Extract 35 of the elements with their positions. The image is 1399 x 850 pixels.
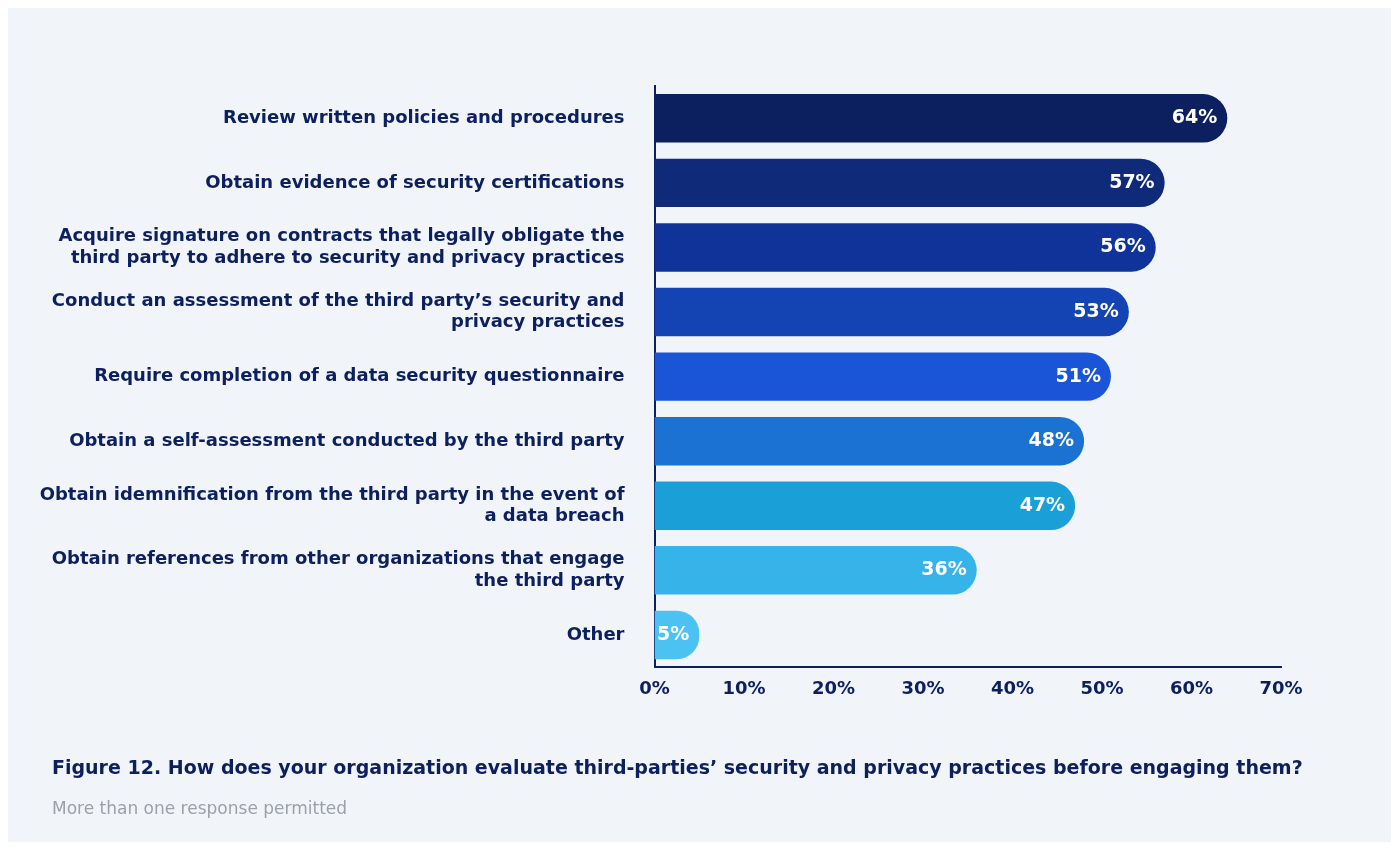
bar xyxy=(654,352,1111,401)
x-tick-label: 10% xyxy=(722,676,766,698)
x-tick-label: 60% xyxy=(1169,676,1214,698)
y-tick-label: Obtain references from other organizations that engage the third party xyxy=(51,547,625,590)
data-label: 5% xyxy=(656,621,690,644)
data-label: 48% xyxy=(1028,428,1075,451)
bar xyxy=(654,223,1156,272)
y-tick-label: Require completion of a data security questionnaire xyxy=(94,364,625,386)
y-tick-label: Obtain evidence of security certifications xyxy=(205,170,625,192)
bar xyxy=(654,481,1076,530)
data-label: 36% xyxy=(921,557,967,580)
x-tick-label: 70% xyxy=(1259,676,1303,698)
bar xyxy=(654,287,1129,337)
data-label: 56% xyxy=(1100,234,1146,257)
y-tick-label: Acquire signature on contracts that legally obligate the third party to adhere to security and privacy practices xyxy=(58,224,625,267)
bar xyxy=(654,416,1085,466)
text: More than one response permitted xyxy=(52,798,348,818)
x-tick-label: 40% xyxy=(990,676,1035,698)
data-label: 51% xyxy=(1055,363,1101,386)
y-tick-label: Obtain a self-assessment conducted by the third party xyxy=(69,428,625,450)
data-label: 53% xyxy=(1073,298,1119,321)
data-label: 47% xyxy=(1019,492,1066,515)
x-tick-label: 20% xyxy=(811,676,856,698)
data-label: 64% xyxy=(1171,105,1218,128)
bar xyxy=(654,158,1165,208)
text: Figure 12. How does your organization evaluate third-parties’ security and privacy practices before engaging them? xyxy=(52,756,1303,778)
x-tick-label: 50% xyxy=(1080,676,1124,698)
bar xyxy=(654,546,977,595)
data-label: 57% xyxy=(1109,169,1155,192)
y-tick-label: Other xyxy=(566,622,625,644)
y-tick-label: Review written policies and procedures xyxy=(223,105,625,127)
y-tick-label: Obtain idemnification from the third party in the event of a data breach xyxy=(39,482,625,526)
x-tick-label: 30% xyxy=(901,676,945,698)
x-tick-label: 0% xyxy=(639,676,670,698)
y-tick-label: Conduct an assessment of the third party’s security and privacy practices xyxy=(51,288,625,332)
